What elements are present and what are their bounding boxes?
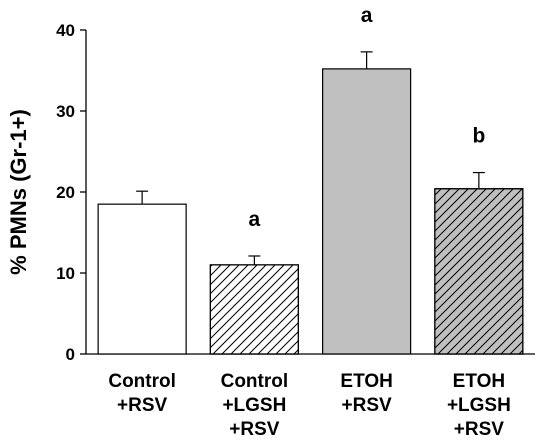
significance-label: a	[249, 208, 261, 231]
y-tick-label: 40	[56, 21, 75, 40]
labels: 0 10 20 30 40 Control +RSV a Control +LGSH +RSV a ET…	[56, 4, 511, 440]
significance-label: a	[361, 4, 373, 27]
bar-hatch	[209, 264, 299, 355]
significance-label: b	[472, 125, 485, 148]
bars	[97, 51, 524, 355]
y-tick-label: 30	[56, 102, 75, 121]
x-category-label: +LGSH	[447, 395, 511, 416]
y-tick-label: 10	[56, 264, 75, 283]
x-category-label: Control	[108, 371, 176, 392]
x-category-label: Control	[221, 371, 289, 392]
x-category-label: +RSV	[342, 395, 392, 416]
x-category-label: +RSV	[117, 395, 167, 416]
bar	[322, 68, 412, 355]
x-category-label: +LGSH	[222, 395, 286, 416]
x-category-label: ETOH	[340, 371, 392, 392]
bar	[97, 203, 187, 355]
y-axis-label: % PMNs (Gr-1+)	[6, 109, 31, 275]
bar-hatch	[434, 188, 524, 355]
y-tick-label: 0	[66, 345, 75, 364]
y-tick-label: 20	[56, 183, 75, 202]
x-category-label: ETOH	[453, 371, 505, 392]
x-category-label: +RSV	[454, 419, 504, 440]
x-category-label: +RSV	[229, 419, 279, 440]
